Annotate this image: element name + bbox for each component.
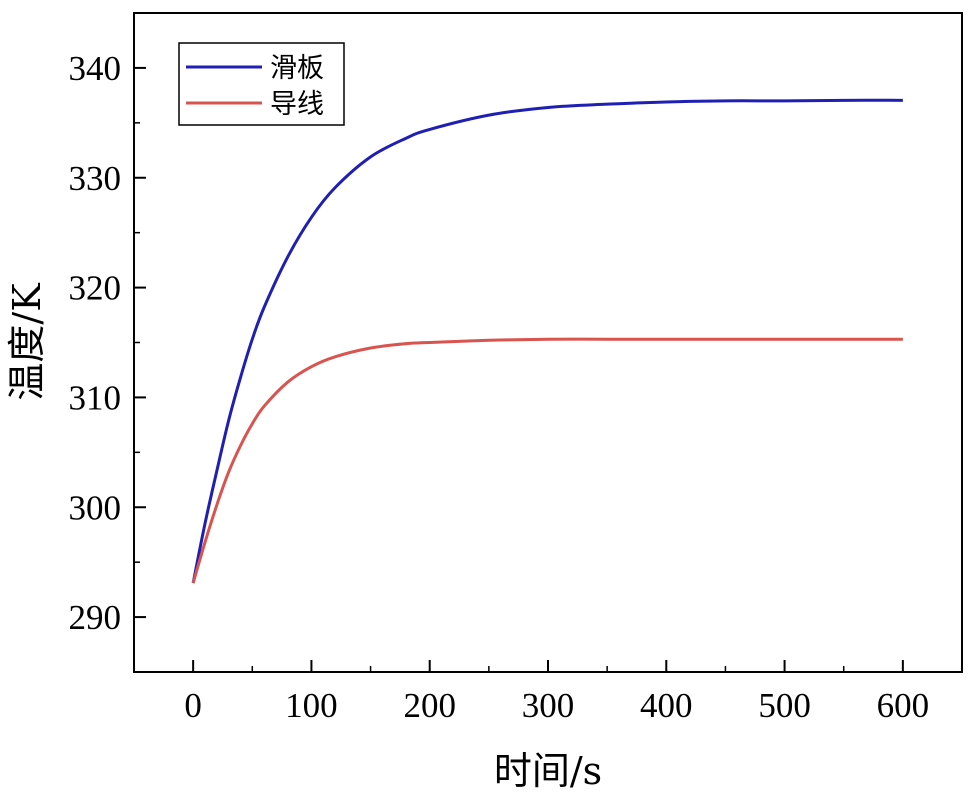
x-tick-label: 500 — [758, 686, 811, 725]
legend-box — [178, 42, 345, 126]
y-tick-label: 330 — [69, 159, 122, 198]
y-tick-label: 320 — [69, 269, 122, 308]
x-axis-title: 时间/s — [494, 749, 602, 792]
legend-label-series-1: 滑板 — [270, 53, 324, 84]
tick-labels: 0 100 200 300 400 500 600 290 300 310 320 330 340 — [69, 49, 930, 725]
x-tick-label: 200 — [403, 686, 456, 725]
x-tick-label: 300 — [522, 686, 575, 725]
y-tick-label: 290 — [69, 598, 122, 637]
y-axis-title: 温度/K — [5, 283, 49, 401]
y-tick-label: 300 — [69, 488, 122, 527]
x-tick-label: 400 — [640, 686, 693, 725]
x-tick-label: 0 — [184, 686, 202, 725]
axis-ticks — [134, 66, 904, 672]
series-line-2 — [191, 337, 903, 584]
x-tick-label: 100 — [285, 686, 338, 725]
series-line-1 — [191, 98, 903, 584]
legend: 滑板 导线 — [178, 42, 345, 126]
series-lines — [191, 98, 903, 584]
y-tick-label: 340 — [69, 49, 122, 88]
x-tick-label: 600 — [877, 686, 930, 725]
y-tick-label: 310 — [69, 378, 122, 417]
legend-label-series-2: 导线 — [270, 89, 324, 120]
